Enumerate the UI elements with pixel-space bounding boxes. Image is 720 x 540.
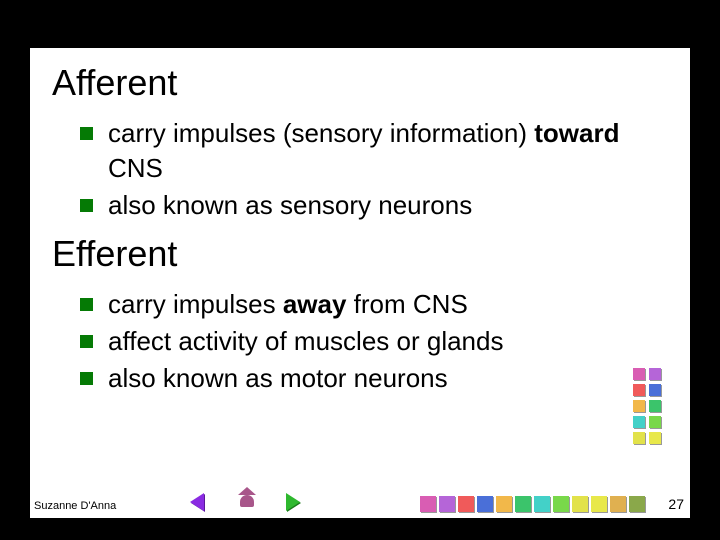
text-bold: away: [283, 289, 347, 319]
color-swatch: [649, 416, 661, 428]
color-swatch: [420, 496, 436, 512]
home-icon: [238, 493, 256, 507]
color-swatch: [496, 496, 512, 512]
bullet-list-afferent: carry impulses (sensory information) tow…: [52, 116, 662, 223]
color-swatch: [649, 432, 661, 444]
side-color-palette: [633, 368, 661, 444]
color-swatch: [553, 496, 569, 512]
color-swatch: [629, 496, 645, 512]
color-swatch: [572, 496, 588, 512]
text-pre: carry impulses: [108, 289, 283, 319]
home-button[interactable]: [238, 493, 258, 513]
list-item: carry impulses (sensory information) tow…: [80, 116, 662, 186]
heading-afferent: Afferent: [52, 62, 662, 104]
color-swatch: [439, 496, 455, 512]
footer-author: Suzanne D'Anna: [34, 500, 116, 512]
list-item: affect activity of muscles or glands: [80, 324, 662, 359]
color-swatch: [633, 400, 645, 412]
text-bold: toward: [534, 118, 619, 148]
slide-body: Afferent carry impulses (sensory informa…: [30, 48, 690, 518]
text-post: CNS: [108, 153, 163, 183]
heading-efferent: Efferent: [52, 233, 662, 275]
page-number: 27: [668, 496, 684, 512]
list-item: also known as motor neurons: [80, 361, 662, 396]
color-swatch: [477, 496, 493, 512]
color-swatch: [633, 432, 645, 444]
color-swatch: [649, 368, 661, 380]
text-pre: also known as sensory neurons: [108, 190, 472, 220]
bottom-color-palette: [420, 496, 645, 512]
color-swatch: [649, 400, 661, 412]
color-swatch: [610, 496, 626, 512]
arrow-right-icon: [286, 493, 300, 511]
color-swatch: [515, 496, 531, 512]
text-pre: affect activity of muscles or glands: [108, 326, 503, 356]
color-swatch: [591, 496, 607, 512]
color-swatch: [633, 384, 645, 396]
text-pre: also known as motor neurons: [108, 363, 448, 393]
color-swatch: [649, 384, 661, 396]
color-swatch: [458, 496, 474, 512]
color-swatch: [534, 496, 550, 512]
list-item: carry impulses away from CNS: [80, 287, 662, 322]
color-swatch: [633, 416, 645, 428]
color-swatch: [633, 368, 645, 380]
arrow-left-icon: [190, 493, 204, 511]
bullet-list-efferent: carry impulses away from CNS affect acti…: [52, 287, 662, 396]
nav-controls: [190, 493, 306, 513]
list-item: also known as sensory neurons: [80, 188, 662, 223]
prev-button[interactable]: [190, 493, 210, 513]
text-post: from CNS: [346, 289, 467, 319]
next-button[interactable]: [286, 493, 306, 513]
text-pre: carry impulses (sensory information): [108, 118, 534, 148]
